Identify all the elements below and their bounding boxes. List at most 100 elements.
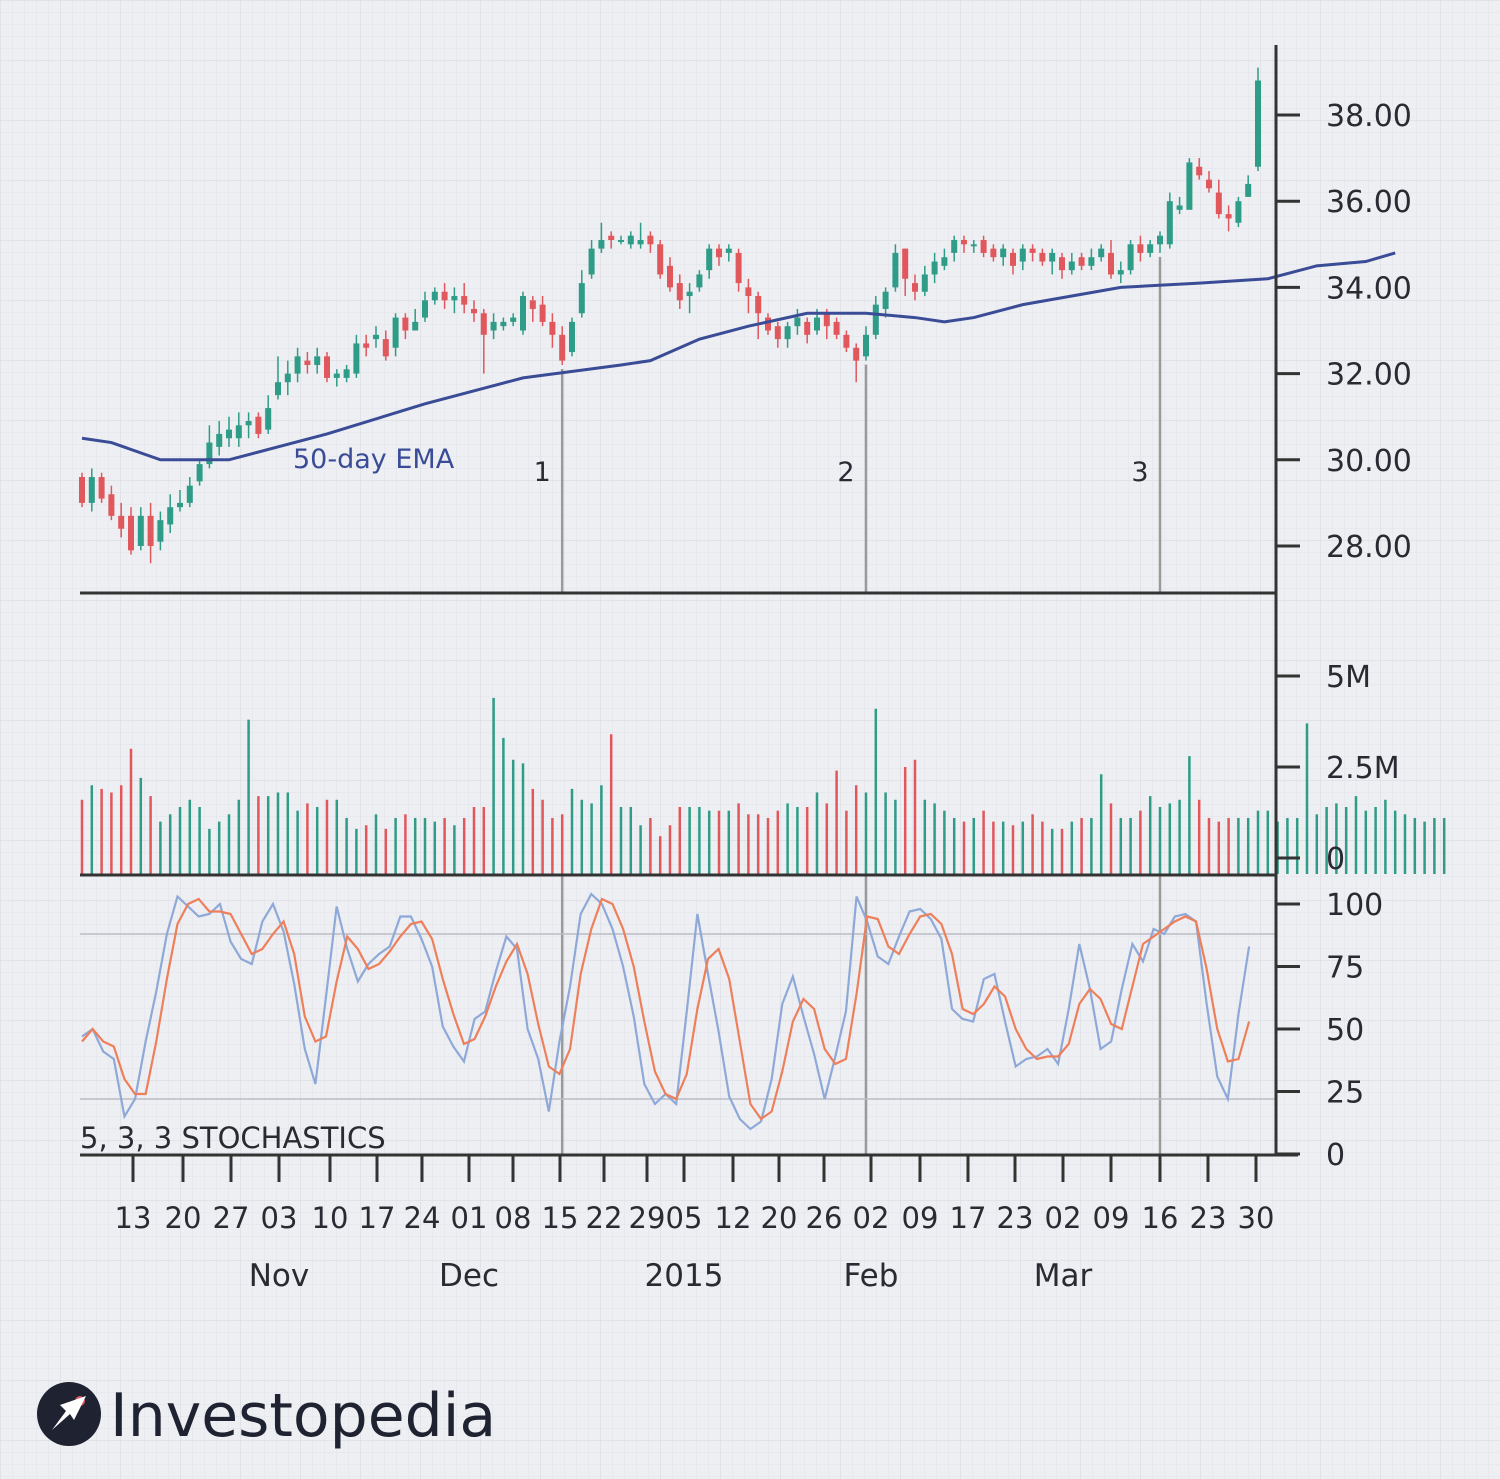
candle-body — [667, 265, 673, 288]
candle-body — [137, 515, 144, 546]
brand-logo[interactable]: Investopedia — [37, 1381, 496, 1451]
stoch-tick-label: 75 — [1326, 951, 1364, 986]
candle-body — [1127, 244, 1134, 271]
candle-body — [980, 239, 987, 253]
ema-label: 50-day EMA — [293, 444, 455, 475]
candle-body — [902, 248, 909, 279]
candle-body — [265, 408, 272, 430]
x-tick-label: 10 — [312, 1201, 349, 1235]
candle-body — [1235, 201, 1242, 223]
candle-body — [392, 317, 399, 348]
candle-body — [412, 321, 419, 331]
candle-body — [637, 239, 644, 245]
x-tick-label: 16 — [1142, 1201, 1179, 1235]
candle-body — [725, 248, 732, 253]
month-label: 2015 — [645, 1258, 724, 1294]
candle-body — [363, 343, 370, 348]
x-tick-label: 01 — [451, 1201, 488, 1235]
candle-body — [226, 429, 232, 439]
candle-body — [941, 257, 948, 266]
signal-label-1: 1 — [534, 457, 551, 488]
candle-body — [912, 283, 918, 292]
candle-body — [529, 300, 536, 309]
x-tick-label: 08 — [495, 1201, 532, 1235]
candle-body — [970, 244, 977, 247]
candle-body — [951, 239, 958, 253]
candle-body — [333, 373, 340, 378]
candle-body — [578, 283, 585, 314]
candle-body — [990, 248, 997, 258]
candle-body — [961, 239, 967, 245]
candle-body — [98, 477, 105, 499]
price-tick-label: 32.00 — [1326, 358, 1412, 393]
x-tick-label: 02 — [853, 1201, 890, 1235]
candle-body — [647, 235, 654, 245]
volume-tick-label: 0 — [1326, 842, 1345, 877]
candle-body — [1255, 80, 1261, 167]
candle-body — [490, 321, 497, 331]
price-tick-label: 38.00 — [1326, 99, 1412, 134]
candle-body — [167, 507, 174, 525]
candle-body — [284, 373, 291, 383]
candle-body — [255, 416, 262, 434]
x-tick-label: 09 — [1093, 1201, 1130, 1235]
candle-body — [784, 326, 791, 340]
candle-body — [1206, 179, 1212, 189]
candle-body — [627, 235, 634, 245]
x-tick-label: 20 — [761, 1201, 798, 1235]
x-tick-label: 13 — [115, 1201, 152, 1235]
candle-body — [1000, 248, 1007, 258]
candle-body — [1147, 244, 1154, 253]
candle-body — [1098, 248, 1105, 258]
candle-body — [1088, 257, 1095, 266]
candle-body — [549, 321, 556, 335]
x-tick-label: 22 — [586, 1201, 623, 1235]
logo-stroke-icon — [52, 1396, 86, 1430]
candle-body — [382, 339, 389, 357]
candle-body — [461, 296, 468, 305]
candle-body — [304, 360, 311, 365]
candle-body — [441, 291, 448, 301]
x-tick-label: 05 — [666, 1201, 703, 1235]
candle-body — [588, 248, 595, 275]
candle-body — [1068, 261, 1075, 271]
candle-body — [823, 313, 830, 327]
x-tick-label: 02 — [1045, 1201, 1082, 1235]
labels: 1 2 338.0036.0034.0032.0030.0028.005M2.5M0… — [115, 99, 1412, 1294]
price-tick-label: 34.00 — [1326, 271, 1412, 306]
candle-body — [608, 235, 615, 240]
candle-body — [676, 283, 683, 301]
candle-body — [794, 317, 801, 327]
candle-body — [696, 274, 703, 288]
stoch-tick-label: 100 — [1326, 888, 1383, 923]
candle-body — [598, 239, 605, 249]
axes — [80, 45, 1300, 1182]
signal-label-2: 2 — [837, 457, 854, 488]
ema-line — [81, 251, 1396, 462]
candle-body — [157, 520, 164, 542]
candle-body — [618, 239, 624, 242]
x-tick-label: 20 — [165, 1201, 202, 1235]
candle-body — [882, 291, 889, 309]
price-panel — [79, 67, 1396, 564]
candle-body — [480, 313, 487, 335]
candle-body — [657, 244, 664, 275]
candle-body — [1039, 252, 1046, 262]
candle-body — [833, 321, 840, 335]
x-tick-label: 23 — [997, 1201, 1034, 1235]
x-tick-label: 09 — [902, 1201, 939, 1235]
candle-body — [774, 326, 781, 340]
candle-body — [559, 334, 566, 361]
candle-body — [422, 300, 428, 318]
candle-body — [1137, 244, 1144, 253]
stochastics-panel — [80, 892, 1275, 1131]
candle-body — [177, 502, 183, 508]
volume-panel — [80, 697, 1446, 874]
volume-tick-label: 2.5M — [1326, 751, 1400, 786]
stoch-tick-label: 50 — [1326, 1013, 1364, 1048]
candle-body — [921, 274, 928, 292]
x-tick-label: 17 — [359, 1201, 396, 1235]
candle-body — [314, 356, 321, 365]
x-tick-label: 24 — [404, 1201, 441, 1235]
